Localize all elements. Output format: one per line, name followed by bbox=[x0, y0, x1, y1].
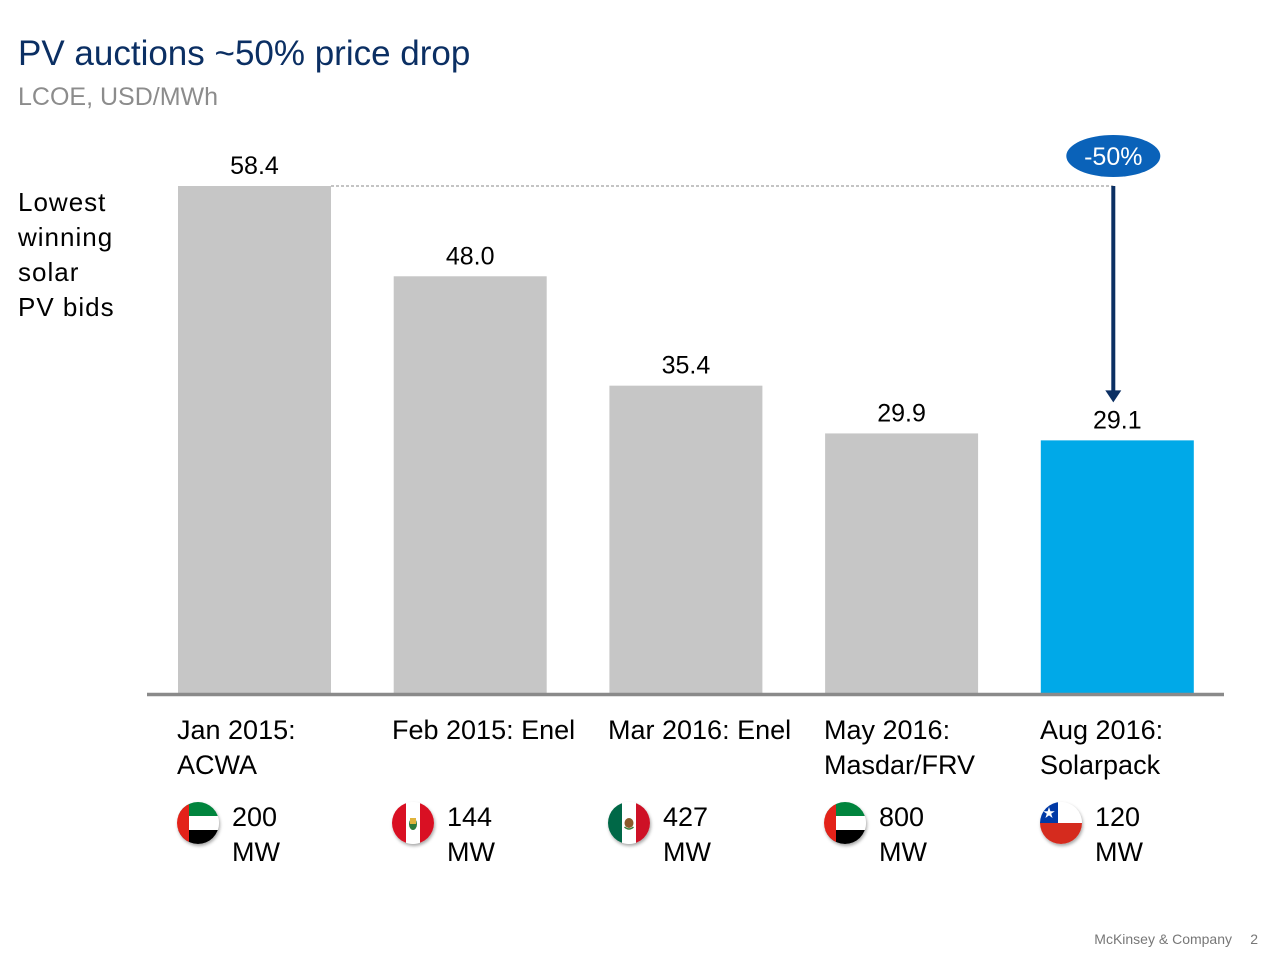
category-label-line: Jan 2015: bbox=[177, 715, 296, 745]
bar bbox=[825, 433, 979, 693]
category-label-line: ACWA bbox=[177, 750, 257, 780]
page-subtitle: LCOE, USD/MWh bbox=[18, 83, 219, 111]
side-label: Lowest winning solar PV bids bbox=[18, 185, 158, 325]
capacity-value: 120 bbox=[1095, 802, 1141, 832]
category-label-line: Aug 2016: bbox=[1040, 715, 1164, 745]
category-label: May 2016: Masdar/FRV bbox=[824, 713, 1029, 783]
bar bbox=[609, 385, 763, 693]
category-label-line: Mar 2016: Enel bbox=[608, 715, 792, 745]
capacity-value: 800 bbox=[879, 802, 925, 832]
mexico-flag-icon bbox=[608, 802, 650, 844]
data-label: 35.4 bbox=[662, 352, 711, 380]
capacity-unit: MW bbox=[447, 837, 495, 867]
data-label: 29.9 bbox=[877, 399, 926, 427]
capacity-value: 200 bbox=[232, 802, 278, 832]
category-label: Jan 2015: ACWA bbox=[177, 713, 382, 783]
bar bbox=[1040, 440, 1194, 693]
category-label-line: Solarpack bbox=[1040, 750, 1161, 780]
change-badge bbox=[1066, 135, 1161, 177]
category-label: Aug 2016: Solarpack bbox=[1040, 713, 1245, 783]
page-number: 2 bbox=[1250, 931, 1258, 947]
capacity-value: 427 bbox=[663, 802, 709, 832]
bar bbox=[178, 186, 331, 693]
capacity-item: 427 MW bbox=[608, 800, 808, 870]
category-label-line: Feb 2015: Enel bbox=[392, 715, 576, 745]
side-label-line: PV bids bbox=[18, 292, 115, 322]
arrow-head bbox=[1105, 390, 1122, 403]
capacity-item: 800 MW bbox=[824, 800, 1024, 870]
capacity-unit: MW bbox=[663, 837, 711, 867]
category-label-line: Masdar/FRV bbox=[824, 750, 976, 780]
page-title: PV auctions ~50% price drop bbox=[18, 34, 471, 73]
capacity-item: 200 MW bbox=[177, 800, 377, 870]
capacity-value: 144 bbox=[447, 802, 493, 832]
data-label: 58.4 bbox=[230, 152, 279, 180]
capacity-item: 120 MW bbox=[1040, 800, 1240, 870]
peru-flag-icon bbox=[392, 802, 434, 844]
category-label: Feb 2015: Enel bbox=[392, 713, 597, 748]
data-label: 48.0 bbox=[446, 242, 495, 270]
capacity-unit: MW bbox=[1095, 837, 1143, 867]
capacity-unit: MW bbox=[879, 837, 927, 867]
chile-flag-icon bbox=[1040, 802, 1082, 844]
side-label-line: Lowest bbox=[18, 187, 107, 217]
uae-flag-icon bbox=[177, 802, 219, 844]
capacity-unit: MW bbox=[232, 837, 280, 867]
capacity-item: 144 MW bbox=[392, 800, 592, 870]
category-label-line: May 2016: bbox=[824, 715, 951, 745]
uae-flag-icon bbox=[824, 802, 866, 844]
footer-company: McKinsey & Company bbox=[1094, 931, 1232, 947]
side-label-line: solar bbox=[18, 257, 80, 287]
data-label: 29.1 bbox=[1093, 406, 1142, 434]
category-label: Mar 2016: Enel bbox=[608, 713, 813, 748]
change-badge-label: -50% bbox=[1084, 143, 1142, 171]
bar bbox=[393, 276, 547, 693]
side-label-line: winning bbox=[18, 222, 114, 252]
